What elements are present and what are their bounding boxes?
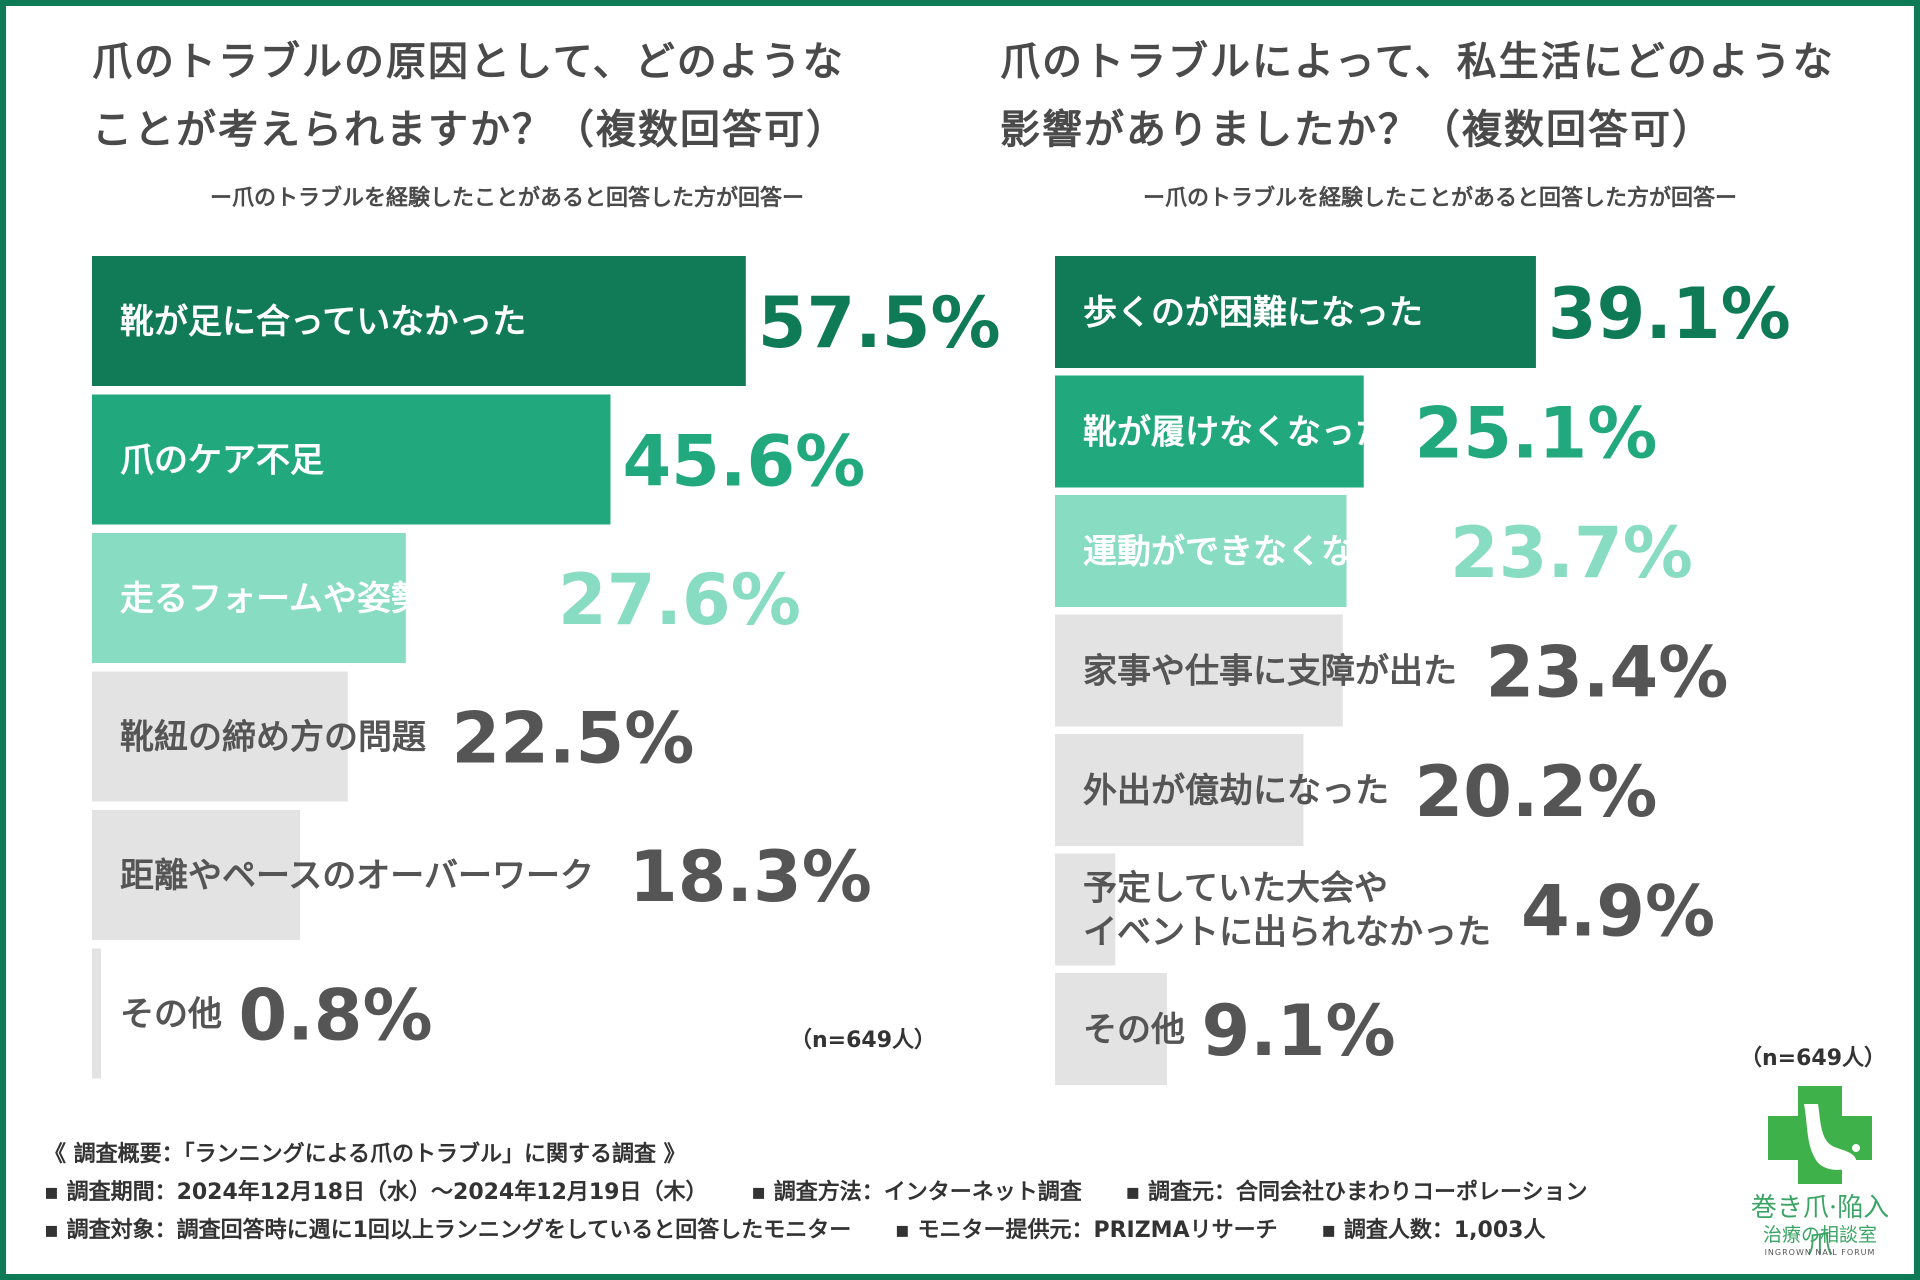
right-category-label-5-line-1: イベントに出られなかった bbox=[1083, 913, 1491, 953]
left-category-label-0: 靴が足に合っていなかった bbox=[120, 302, 526, 342]
right-subtitle: ー爪のトラブルを経験したことがあると回答した方が回答ー bbox=[1142, 186, 1737, 211]
right-value-label-5: 4.9% bbox=[1521, 871, 1715, 953]
left-bar-4 bbox=[92, 810, 301, 940]
survey-heading: 《 調査概要：「ランニングによる爪のトラブル」に関する調査 》 bbox=[44, 1142, 686, 1167]
left-bar-1 bbox=[92, 394, 611, 525]
right-value-label-2: 23.7% bbox=[1450, 512, 1693, 594]
right-bar-1 bbox=[1055, 375, 1364, 488]
right-value-label-3: 23.4% bbox=[1486, 632, 1729, 714]
left-category-label-1: 爪のケア不足 bbox=[120, 441, 324, 481]
logo-subtitle: 治療の相談室 bbox=[1762, 1224, 1877, 1246]
survey-line-2: ▪ 調査対象：調査回答時に週に1回以上ランニングをしていると回答したモニター ▪… bbox=[44, 1212, 1581, 1244]
left-bar-2 bbox=[92, 533, 406, 663]
right-title-line1: 爪のトラブルによって、私生活にどのような bbox=[1000, 39, 1835, 85]
survey-source: ▪ 調査元：合同会社ひまわりコーポレーション bbox=[1125, 1180, 1588, 1205]
right-value-label-0: 39.1% bbox=[1548, 273, 1791, 355]
right-bar-0 bbox=[1055, 256, 1536, 368]
left-sample-size: （n=649人） bbox=[790, 1028, 937, 1053]
survey-provider: ▪ モニター提供元：PRIZMAリサーチ bbox=[894, 1218, 1278, 1243]
right-category-label-6: その他 bbox=[1083, 1010, 1185, 1050]
left-bar-3 bbox=[92, 671, 348, 802]
right-bar-6 bbox=[1055, 973, 1167, 1085]
survey-period: ▪ 調査期間：2024年12月18日（水）～2024年12月19日（木） bbox=[44, 1180, 708, 1205]
left-value-label-4: 18.3% bbox=[629, 836, 872, 918]
right-category-label-4: 外出が億劫になった bbox=[1083, 771, 1389, 811]
survey-line-1: ▪ 調査期間：2024年12月18日（水）～2024年12月19日（木） ▪ 調… bbox=[44, 1174, 1624, 1206]
left-title-line2: ことが考えられますか？（複数回答可） bbox=[92, 107, 848, 153]
right-bar-5 bbox=[1055, 853, 1116, 966]
left-value-label-0: 57.5% bbox=[758, 282, 1001, 364]
left-bar-0 bbox=[92, 256, 746, 386]
left-category-label-2: 走るフォームや姿勢の問題 bbox=[120, 579, 527, 619]
logo: 巻き爪·陥入爪 治療の相談室 INGROWN NAIL FORUM bbox=[1740, 1082, 1900, 1262]
right-bar-3 bbox=[1055, 614, 1343, 727]
right-value-label-6: 9.1% bbox=[1202, 990, 1396, 1072]
right-title-line2: 影響がありましたか？（複数回答可） bbox=[1000, 107, 1714, 153]
left-category-label-4: 距離やペースのオーバーワーク bbox=[120, 856, 594, 896]
right-category-label-2: 運動ができなくなった bbox=[1083, 532, 1423, 572]
right-category-label-3: 家事や仕事に支障が出た bbox=[1083, 652, 1457, 692]
logo-english: INGROWN NAIL FORUM bbox=[1764, 1248, 1876, 1257]
left-bar-5 bbox=[92, 948, 102, 1079]
right-category-label-0: 歩くのが困難になった bbox=[1083, 293, 1423, 333]
right-category-label-1: 靴が履けなくなった bbox=[1083, 413, 1389, 453]
right-category-label-5-line-0: 予定していた大会や bbox=[1083, 869, 1388, 909]
left-value-label-2: 27.6% bbox=[558, 559, 801, 641]
left-title-line1: 爪のトラブルの原因として、どのような bbox=[92, 39, 845, 85]
right-title: 爪のトラブルによって、私生活にどのような 影響がありましたか？（複数回答可） bbox=[1000, 28, 1835, 164]
foot-cross-icon bbox=[1768, 1086, 1872, 1184]
left-value-label-5: 0.8% bbox=[239, 975, 433, 1057]
left-category-label-3: 靴紐の締め方の問題 bbox=[120, 718, 426, 758]
left-value-label-1: 45.6% bbox=[622, 421, 865, 503]
survey-count: ▪ 調査人数：1,003人 bbox=[1321, 1218, 1546, 1243]
right-value-label-4: 20.2% bbox=[1415, 751, 1658, 833]
right-bar-4 bbox=[1055, 734, 1304, 846]
left-title: 爪のトラブルの原因として、どのような ことが考えられますか？（複数回答可） bbox=[92, 28, 848, 164]
right-bar-2 bbox=[1055, 495, 1347, 607]
logo-title: 巻き爪·陥入爪 bbox=[1750, 1193, 1890, 1260]
survey-target: ▪ 調査対象：調査回答時に週に1回以上ランニングをしていると回答したモニター bbox=[44, 1218, 852, 1243]
survey-method: ▪ 調査方法：インターネット調査 bbox=[751, 1180, 1082, 1205]
left-value-label-3: 22.5% bbox=[452, 698, 695, 780]
right-sample-size: （n=649人） bbox=[1740, 1046, 1887, 1071]
right-value-label-1: 25.1% bbox=[1415, 393, 1658, 475]
left-category-label-5: その他 bbox=[120, 995, 222, 1035]
left-subtitle: ー爪のトラブルを経験したことがあると回答した方が回答ー bbox=[209, 186, 804, 211]
